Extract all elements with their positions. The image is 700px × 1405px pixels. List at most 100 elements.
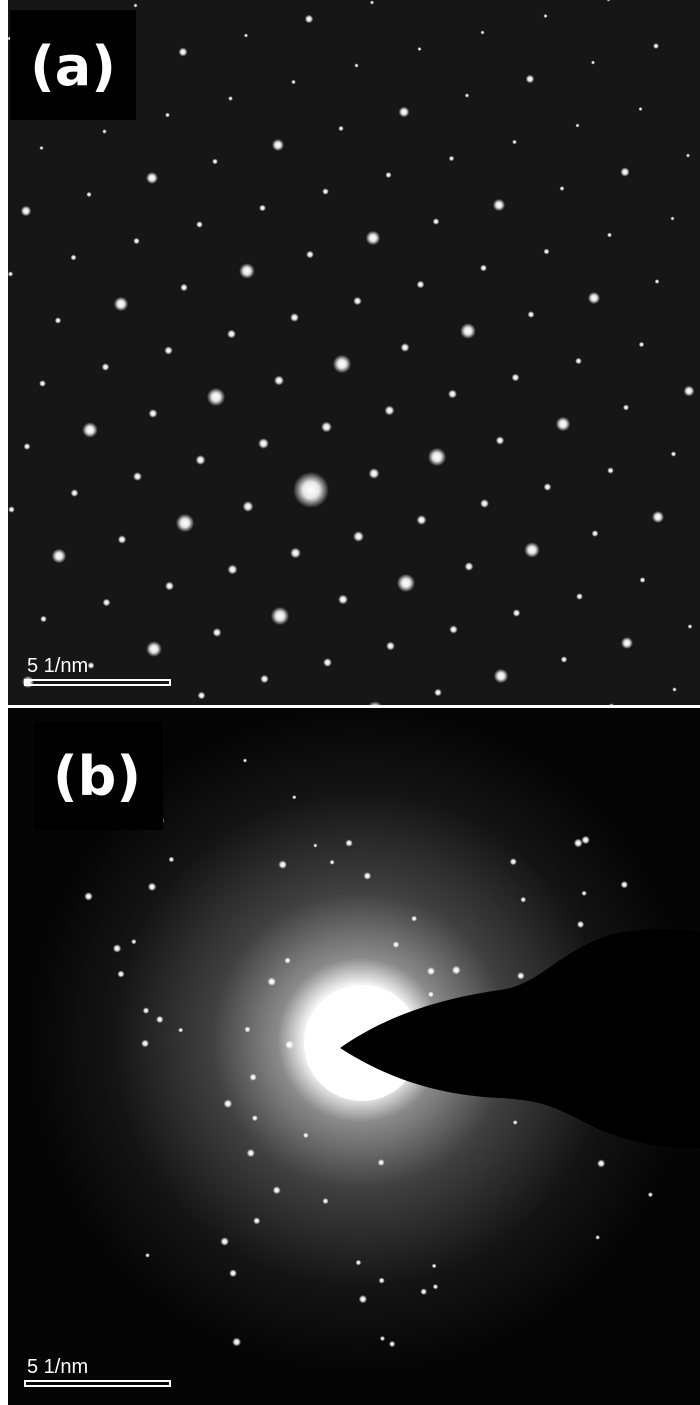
diffraction-spot [623,404,629,410]
diffraction-spot [103,599,111,607]
diffraction-spot [481,31,485,35]
diffraction-spot [621,881,628,888]
diffraction-spot [273,1186,281,1194]
diffraction-spot [156,1016,163,1023]
diffraction-spot [52,549,67,564]
diffraction-spot [366,231,381,246]
diffraction-spot [528,311,535,318]
diffraction-spot [247,1149,255,1157]
diffraction-spot [102,363,110,371]
diffraction-spot [345,839,352,846]
diffraction-spot [686,154,690,158]
diffraction-spot [640,577,646,583]
diffraction-spot [385,406,395,416]
diffraction-spot [401,343,410,352]
diffraction-spot [313,843,317,847]
diffraction-spot [520,897,526,903]
diffraction-spot [244,1026,250,1032]
diffraction-spot [465,93,469,97]
diffraction-spot [114,297,128,311]
diffraction-spot [512,374,520,382]
diffraction-spot [544,249,550,255]
diffraction-spot [359,1295,367,1303]
diffraction-spot [653,43,659,49]
diffraction-spot [228,96,233,101]
diffraction-spot [577,921,584,928]
diffraction-spot [243,501,254,512]
panel-label: (a) [30,35,116,98]
diffraction-spot [648,1192,653,1197]
diffraction-spot [517,972,525,980]
diffraction-spot [434,689,442,697]
diffraction-spot [607,233,612,238]
diffraction-spot [146,172,158,184]
diffraction-spot [165,113,170,118]
diffraction-spot [513,609,521,617]
diffraction-spot [588,292,600,304]
diffraction-spot [620,167,629,176]
diffraction-spot [591,61,595,65]
diffraction-spot [274,376,284,386]
diffraction-spot [639,342,644,347]
diffraction-spot [303,1133,308,1138]
diffraction-spot [560,186,565,191]
diffraction-spot [411,916,417,922]
diffraction-spot [141,1040,149,1048]
diffraction-spot [333,355,351,373]
diffraction-spot [133,238,139,244]
diffraction-spot [131,939,136,944]
diffraction-spot [379,1277,385,1283]
diffraction-spot [621,637,633,649]
diffraction-spot [323,658,332,667]
diffraction-spot [176,514,194,532]
diffraction-spot [688,624,693,629]
diffraction-spot [243,758,247,762]
diffraction-spot [460,323,476,339]
diffraction-spot [417,281,425,289]
diffraction-spot [433,218,440,225]
diffraction-spot [39,146,43,150]
diffraction-spot [224,1099,233,1108]
diffraction-spot [428,448,446,466]
diffraction-spot [427,967,435,975]
diffraction-spot [196,455,206,465]
diffraction-spot [8,506,15,513]
diffraction-spot [418,47,422,51]
diffraction-spot [561,656,567,662]
diffraction-spot [22,676,34,688]
diffraction-spot [71,255,77,261]
diffraction-spot [118,535,126,543]
diffraction-spot [164,346,172,354]
diffraction-spot [8,271,13,276]
diffraction-spot [452,966,461,975]
diffraction-spot [576,124,580,128]
diffraction-spot [228,565,238,575]
central-spot [293,472,329,508]
diffraction-spot [165,582,174,591]
diffraction-spot [21,206,32,217]
diffraction-spot [259,205,266,212]
diffraction-spot [82,422,97,437]
diffraction-spot [55,317,61,323]
diffraction-spot [448,390,457,399]
diffraction-spot [363,872,371,880]
diffraction-spot [278,860,287,869]
diffraction-spot [117,970,124,977]
diffraction-spot [655,279,660,284]
diffraction-spot [494,669,508,683]
diffraction-spot [178,1028,183,1033]
diffraction-spot [88,662,95,669]
diffraction-spot [356,1260,362,1266]
diffraction-spot [146,641,162,657]
diffraction-spot [639,107,643,111]
diffraction-spot [480,499,489,508]
diffraction-spot [267,977,276,986]
diffraction-spot [149,409,158,418]
diffraction-spot [428,991,434,997]
diffraction-spot [575,358,582,365]
diffraction-spot [272,139,284,151]
diffraction-spot [220,1237,229,1246]
diffraction-spot [353,531,364,542]
diffraction-spot [260,675,268,683]
diffraction-spot [39,380,46,387]
